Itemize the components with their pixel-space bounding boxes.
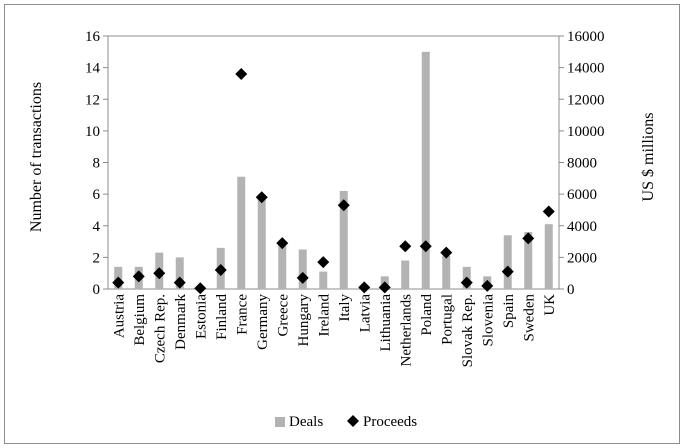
proceeds-marker <box>317 256 330 269</box>
proceeds-marker <box>542 205 555 218</box>
proceeds-marker <box>460 276 473 289</box>
category-label: Czech Rep. <box>152 294 168 363</box>
left-tick-label: 8 <box>93 156 101 172</box>
deals-bar <box>319 271 328 289</box>
category-label: Ireland <box>316 294 332 337</box>
proceeds-marker <box>440 246 453 259</box>
deals-bar <box>175 257 184 289</box>
category-label: Lithuania <box>378 294 394 352</box>
category-label: France <box>234 294 250 335</box>
category-label: Estonia <box>193 294 209 339</box>
proceeds-marker <box>235 67 248 80</box>
category-label: Germany <box>255 294 271 350</box>
legend-deals-label: Deals <box>289 414 323 430</box>
legend-deals-swatch <box>275 417 285 427</box>
proceeds-marker <box>214 264 227 277</box>
deals-bar <box>503 235 512 289</box>
proceeds-marker <box>399 240 412 253</box>
right-tick-label: 2000 <box>567 250 597 266</box>
plot-area <box>107 35 560 290</box>
right-tick-label: 4000 <box>567 219 597 235</box>
category-label: Latvia <box>357 294 373 333</box>
deals-bar <box>401 260 410 289</box>
proceeds-marker <box>255 191 268 204</box>
left-tick-label: 0 <box>93 282 101 298</box>
right-tick-label: 6000 <box>567 187 597 203</box>
proceeds-marker <box>296 271 309 284</box>
deals-bar <box>544 224 553 289</box>
deals-bar <box>298 249 307 289</box>
deals-bar <box>237 176 246 289</box>
deals-bars <box>114 51 553 289</box>
left-tick-label: 14 <box>85 61 101 77</box>
deals-bar <box>257 195 266 289</box>
category-label: Belgium <box>132 294 148 346</box>
left-tick-label: 2 <box>93 250 101 266</box>
legend-proceeds-label: Proceeds <box>363 414 417 430</box>
category-label: Denmark <box>173 294 189 350</box>
category-label: Finland <box>214 294 230 340</box>
deals-bar <box>524 232 533 289</box>
proceeds-marker <box>194 282 207 295</box>
proceeds-marker <box>153 267 166 280</box>
category-label: UK <box>542 294 558 316</box>
category-label: Hungary <box>296 294 312 347</box>
category-label: Italy <box>337 294 353 322</box>
deals-bar <box>442 255 451 289</box>
right-tick-label: 14000 <box>567 61 605 77</box>
left-tick-label: 12 <box>85 92 100 108</box>
proceeds-marker <box>173 276 186 289</box>
proceeds-marker <box>419 240 432 253</box>
category-label: Slovak Rep. <box>460 294 476 367</box>
category-label: Spain <box>501 294 517 329</box>
left-tick-label: 16 <box>85 29 101 45</box>
proceeds-marker <box>112 276 125 289</box>
category-labels: Austria Belgium Czech Rep. Denmark Estonia Fi… <box>111 294 558 368</box>
left-tick-label: 4 <box>93 219 101 235</box>
category-label: Portugal <box>439 294 455 345</box>
category-label: Austria <box>111 294 127 339</box>
proceeds-marker <box>378 281 391 294</box>
category-label: Greece <box>275 294 291 337</box>
proceeds-marker <box>276 237 289 250</box>
right-tick-label: 8000 <box>567 156 597 172</box>
proceeds-marker <box>481 279 494 292</box>
right-tick-label: 12000 <box>567 92 605 108</box>
right-tick-label: 10000 <box>567 124 605 140</box>
y2-axis-label: US $ millions <box>640 113 657 202</box>
deals-bar <box>339 190 348 289</box>
left-axis-ticks: 0 2 4 6 8 10 12 14 16 <box>85 29 108 298</box>
legend-proceeds-diamond <box>347 415 359 427</box>
left-tick-label: 10 <box>85 124 100 140</box>
chart-frame: 0 2 4 6 8 10 12 14 16 0 2000 4000 6000 8000 10000 1200… <box>4 4 680 444</box>
left-tick-label: 6 <box>93 187 101 203</box>
category-label: Sweden <box>521 294 537 342</box>
category-label: Netherlands <box>398 294 414 367</box>
right-axis-ticks: 0 2000 4000 6000 8000 10000 12000 14000 16000 <box>559 29 605 298</box>
category-label: Slovenia <box>480 294 496 347</box>
legend: Deals Proceeds <box>275 414 417 430</box>
chart-svg: 0 2 4 6 8 10 12 14 16 0 2000 4000 6000 8000 10000 1200… <box>28 29 657 430</box>
right-tick-label: 0 <box>567 282 575 298</box>
deals-bar <box>278 244 287 289</box>
proceeds-markers <box>112 67 555 295</box>
deals-bar <box>421 51 430 289</box>
proceeds-marker <box>522 232 535 245</box>
proceeds-marker <box>501 265 514 278</box>
proceeds-marker <box>337 199 350 212</box>
proceeds-marker <box>358 281 371 294</box>
proceeds-marker <box>132 270 145 283</box>
plot-border <box>107 35 560 290</box>
right-tick-label: 16000 <box>567 29 605 45</box>
y-axis-label: Number of transactions <box>28 82 45 232</box>
category-label: Poland <box>419 294 435 336</box>
